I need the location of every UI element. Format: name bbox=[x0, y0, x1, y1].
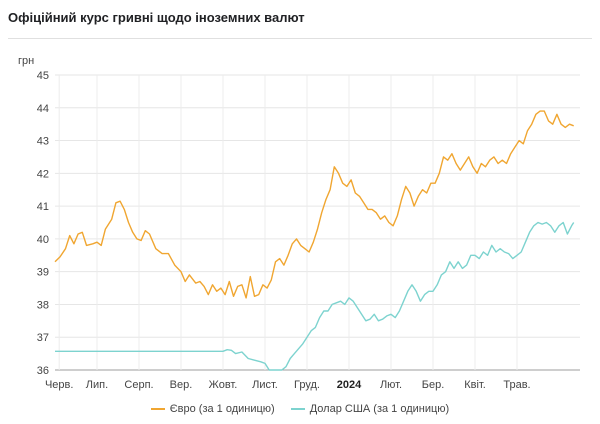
x-axis-ticks: Черв. Лип. Серп. Вер. Жовт. Лист. Груд. 2024 Лют… bbox=[45, 379, 531, 391]
y-tick-label: 44 bbox=[37, 103, 49, 115]
y-tick-label: 39 bbox=[37, 267, 49, 279]
y-tick-label: 36 bbox=[37, 365, 49, 377]
title-divider bbox=[8, 38, 592, 39]
x-tick-label: Квіт. bbox=[464, 379, 486, 391]
y-axis-unit: грн bbox=[18, 55, 34, 67]
x-tick-label: Вер. bbox=[170, 379, 193, 391]
x-tick-label: Лип. bbox=[86, 379, 108, 391]
x-tick-label: Лют. bbox=[380, 379, 402, 391]
legend-item-usd[interactable]: Долар США (за 1 одиницю) bbox=[290, 403, 450, 415]
x-tick-label: Бер. bbox=[422, 379, 445, 391]
legend-label-usd: Долар США (за 1 одиницю) bbox=[309, 403, 450, 415]
x-tick-label: Жовт. bbox=[209, 379, 238, 391]
legend-item-euro[interactable]: Євро (за 1 одиницю) bbox=[150, 403, 275, 415]
y-tick-label: 43 bbox=[37, 136, 49, 148]
x-tick-label: Трав. bbox=[503, 379, 530, 391]
x-tick-label: 2024 bbox=[337, 379, 362, 391]
y-tick-label: 45 bbox=[37, 70, 49, 82]
legend-swatch-usd bbox=[290, 408, 305, 410]
x-tick-label: Груд. bbox=[294, 379, 320, 391]
y-tick-label: 40 bbox=[37, 234, 49, 246]
x-tick-label: Черв. bbox=[45, 379, 73, 391]
y-tick-label: 38 bbox=[37, 299, 49, 311]
legend-swatch-euro bbox=[150, 408, 165, 410]
chart-title: Офіційний курс гривні щодо іноземних вал… bbox=[8, 10, 305, 25]
series-line-euro[interactable] bbox=[54, 110, 574, 299]
y-tick-label: 37 bbox=[37, 332, 49, 344]
series-lines bbox=[54, 110, 575, 371]
legend-label-euro: Євро (за 1 одиницю) bbox=[169, 403, 275, 415]
x-tick-label: Серп. bbox=[124, 379, 153, 391]
x-tick-label: Лист. bbox=[252, 379, 278, 391]
y-tick-label: 42 bbox=[37, 168, 49, 180]
exchange-rate-chart: 36 37 38 39 40 41 42 43 44 45 Черв. Лип. Серп. Вер. Ж… bbox=[18, 55, 580, 391]
y-axis-ticks: 36 37 38 39 40 41 42 43 44 45 bbox=[37, 70, 49, 377]
series-line-usd[interactable] bbox=[55, 221, 575, 371]
y-tick-label: 41 bbox=[37, 201, 49, 213]
grid bbox=[55, 74, 580, 371]
legend: Євро (за 1 одиницю) Долар США (за 1 один… bbox=[0, 403, 600, 415]
